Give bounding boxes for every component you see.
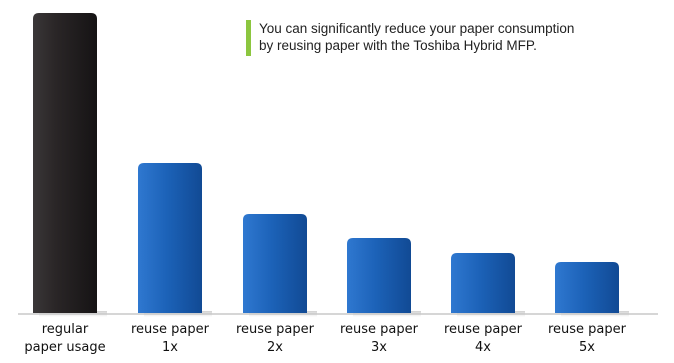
category-label-reuse-paper-5x: reuse paper 5x [548,322,627,355]
category-label-line-2: 3x [371,340,387,355]
category-label-line-1: reuse paper [236,322,315,337]
category-label-line-1: reuse paper [548,322,627,337]
bar-regular-paper-usage [33,13,97,313]
category-label-line-1: regular [42,322,89,337]
category-label-line-1: reuse paper [444,322,523,337]
category-label-line-2: 2x [267,340,283,355]
bar-reuse-paper-2x [243,214,307,313]
category-label-line-2: 1x [162,340,178,355]
category-label-reuse-paper-4x: reuse paper 4x [444,322,523,355]
callout-accent-bar [246,20,251,56]
category-label-line-1: reuse paper [340,322,419,337]
callout-line-1: You can significantly reduce your paper … [259,21,575,36]
category-label-reuse-paper-3x: reuse paper 3x [340,322,419,355]
category-label-reuse-paper-2x: reuse paper 2x [236,322,315,355]
bar-reuse-paper-1x [138,163,202,313]
category-label-regular-paper-usage: regular paper usage [24,322,105,355]
callout-text: You can significantly reduce your paper … [259,20,669,54]
callout-line-2: by reusing paper with the Toshiba Hybrid… [259,38,537,53]
bar-reuse-paper-5x [555,262,619,313]
callout-note: You can significantly reduce your paper … [246,20,666,56]
bar-reuse-paper-4x [451,253,515,313]
category-label-line-2: paper usage [24,340,105,355]
bar-reuse-paper-3x [347,238,411,313]
category-label-line-2: 4x [475,340,491,355]
bars [33,13,619,313]
category-label-line-1: reuse paper [131,322,210,337]
category-label-line-2: 5x [579,340,595,355]
category-label-reuse-paper-1x: reuse paper 1x [131,322,210,355]
